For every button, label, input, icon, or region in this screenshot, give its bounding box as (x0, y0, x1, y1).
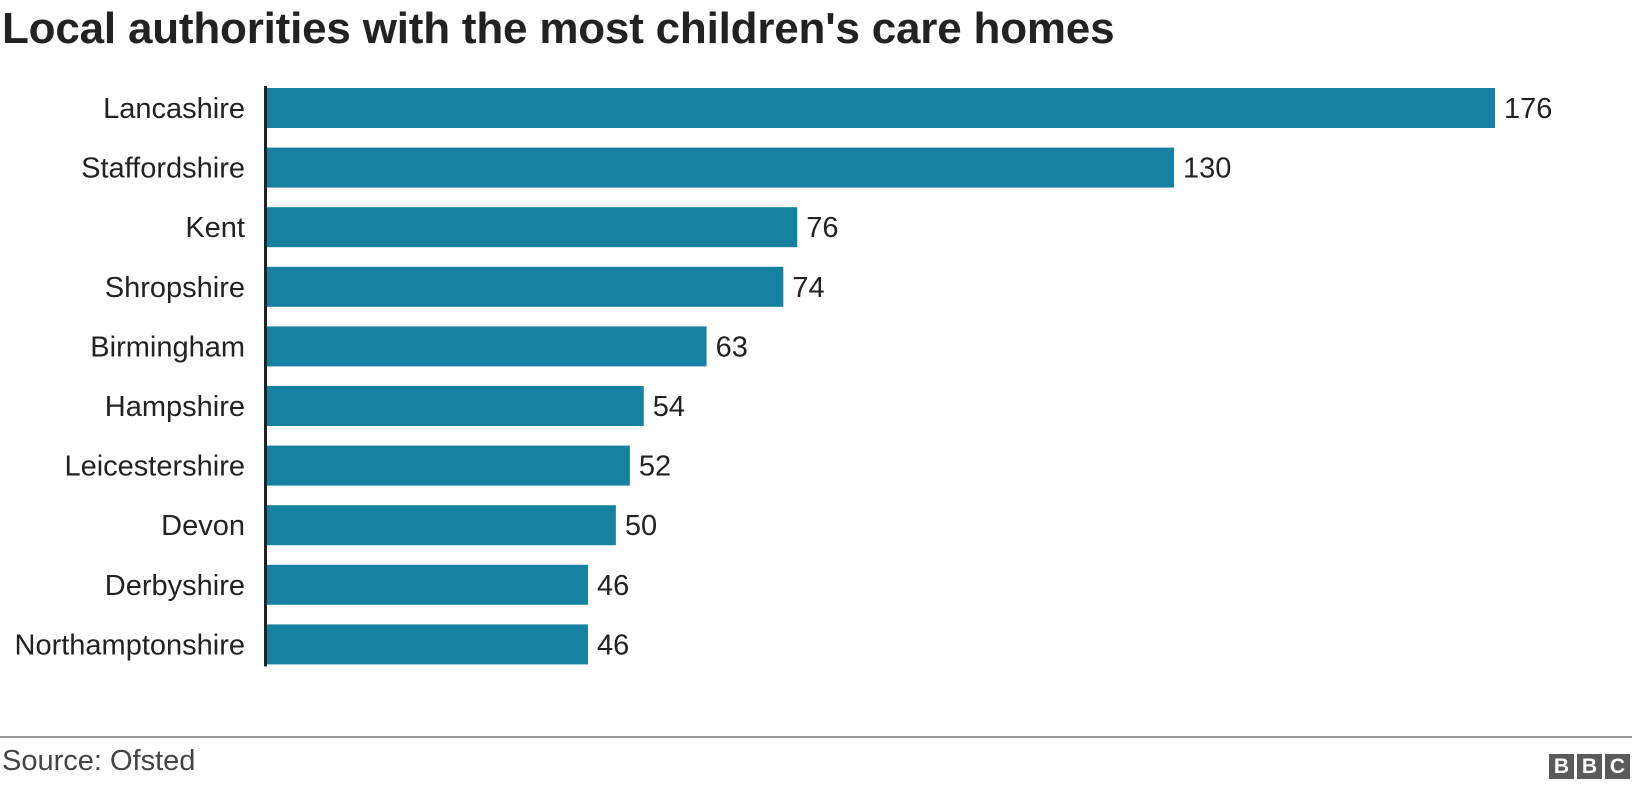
bbc-logo: B B C (1549, 754, 1630, 779)
bar-shropshire (267, 266, 784, 307)
category-labels: Lancashire Staffordshire Kent Shropshire Bir… (15, 93, 246, 661)
category-label-kent: Kent (185, 212, 245, 244)
bar-lancashire (267, 88, 1495, 128)
bar-staffordshire (267, 147, 1175, 188)
bar-devon (267, 505, 616, 546)
bar-leicestershire (267, 445, 630, 486)
source-note: Source: Ofsted (2, 745, 196, 777)
value-label-birmingham: 63 (716, 331, 748, 363)
footer-divider (0, 736, 1632, 738)
chart-title: Local authorities with the most children… (2, 4, 1115, 53)
value-label-shropshire: 74 (792, 272, 824, 304)
category-label-devon: Devon (161, 510, 245, 542)
bbc-logo-letter-b2: B (1577, 754, 1602, 779)
category-label-leicestershire: Leicestershire (64, 451, 245, 483)
bar-northamptonshire (267, 624, 588, 665)
value-label-devon: 50 (625, 510, 657, 542)
value-label-lancashire: 176 (1504, 93, 1552, 125)
bbc-logo-letter-c: C (1605, 754, 1630, 779)
value-label-staffordshire: 130 (1183, 153, 1231, 185)
value-label-northamptonshire: 46 (597, 629, 629, 661)
bar-kent (267, 207, 798, 248)
category-label-lancashire: Lancashire (103, 93, 245, 125)
category-label-shropshire: Shropshire (105, 272, 245, 304)
category-label-hampshire: Hampshire (105, 391, 245, 423)
category-label-derbyshire: Derbyshire (105, 570, 245, 602)
category-label-staffordshire: Staffordshire (81, 153, 245, 185)
value-labels: 176 130 76 74 63 54 52 50 46 46 (597, 93, 1552, 661)
value-label-derbyshire: 46 (597, 570, 629, 602)
category-label-northamptonshire: Northamptonshire (15, 629, 246, 661)
bar-hampshire (267, 386, 644, 426)
value-label-kent: 76 (806, 212, 838, 244)
bar-birmingham (267, 326, 707, 367)
bar-derbyshire (267, 564, 588, 605)
bars-layer (267, 88, 1495, 665)
category-label-birmingham: Birmingham (90, 331, 245, 363)
bbc-logo-letter-b1: B (1549, 754, 1574, 779)
value-label-leicestershire: 52 (639, 451, 671, 483)
value-label-hampshire: 54 (653, 391, 685, 423)
